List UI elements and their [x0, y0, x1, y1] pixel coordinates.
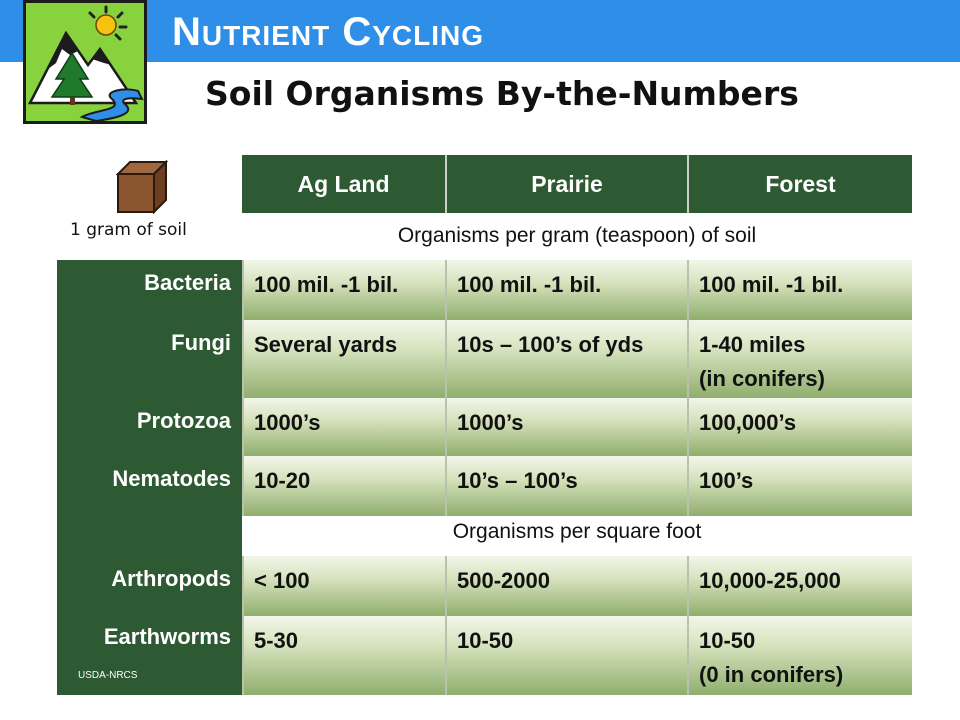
header-band — [0, 0, 960, 62]
section-note-per-gram: Organisms per gram (teaspoon) of soil — [242, 224, 912, 258]
row-label-nematodes: Nematodes — [112, 466, 231, 491]
section-note-per-square-foot: Organisms per square foot — [242, 520, 912, 554]
row-label-fungi: Fungi — [171, 330, 231, 355]
cell-fungi-ag-land: Several yards — [242, 320, 445, 398]
cell-arthropods-ag-land: < 100 — [242, 556, 445, 616]
cell-fungi-forest: 1-40 miles (in conifers) — [687, 320, 912, 398]
cell-bacteria-prairie: 100 mil. -1 bil. — [445, 260, 687, 320]
cell-arthropods-prairie: 500-2000 — [445, 556, 687, 616]
cell-arthropods-forest: 10,000-25,000 — [687, 556, 912, 616]
row-label-column — [57, 260, 242, 695]
cell-bacteria-ag-land: 100 mil. -1 bil. — [242, 260, 445, 320]
cell-earthworms-prairie: 10-50 — [445, 616, 687, 695]
cell-protozoa-ag-land: 1000’s — [242, 398, 445, 456]
cell-nematodes-ag-land: 10-20 — [242, 456, 445, 516]
column-header-ag-land: Ag Land — [242, 155, 445, 213]
row-label-protozoa: Protozoa — [136, 408, 231, 433]
cell-earthworms-forest: 10-50 (0 in conifers) — [687, 616, 912, 695]
logo — [23, 0, 147, 124]
cell-protozoa-forest: 100,000’s — [687, 398, 912, 456]
page-title: Nutrient Cycling — [172, 10, 484, 54]
row-label-earthworms: Earthworms — [103, 624, 231, 649]
cell-fungi-prairie: 10s – 100’s of yds — [445, 320, 687, 398]
cell-nematodes-forest: 100’s — [687, 456, 912, 516]
column-header-prairie: Prairie — [445, 155, 687, 213]
mountain-sun-logo-icon — [27, 5, 144, 121]
cell-nematodes-prairie: 10’s – 100’s — [445, 456, 687, 516]
soil-cube-icon — [115, 160, 169, 214]
source-credit: USDA-NRCS — [78, 670, 138, 681]
column-header-forest: Forest — [687, 155, 912, 213]
row-label-bacteria: Bacteria — [144, 270, 231, 295]
soil-caption: 1 gram of soil — [70, 220, 187, 240]
cell-bacteria-forest: 100 mil. -1 bil. — [687, 260, 912, 320]
row-label-arthropods: Arthropods — [111, 566, 231, 591]
cell-protozoa-prairie: 1000’s — [445, 398, 687, 456]
cell-earthworms-ag-land: 5-30 — [242, 616, 445, 695]
page-subtitle: Soil Organisms By-the-Numbers — [205, 74, 799, 113]
